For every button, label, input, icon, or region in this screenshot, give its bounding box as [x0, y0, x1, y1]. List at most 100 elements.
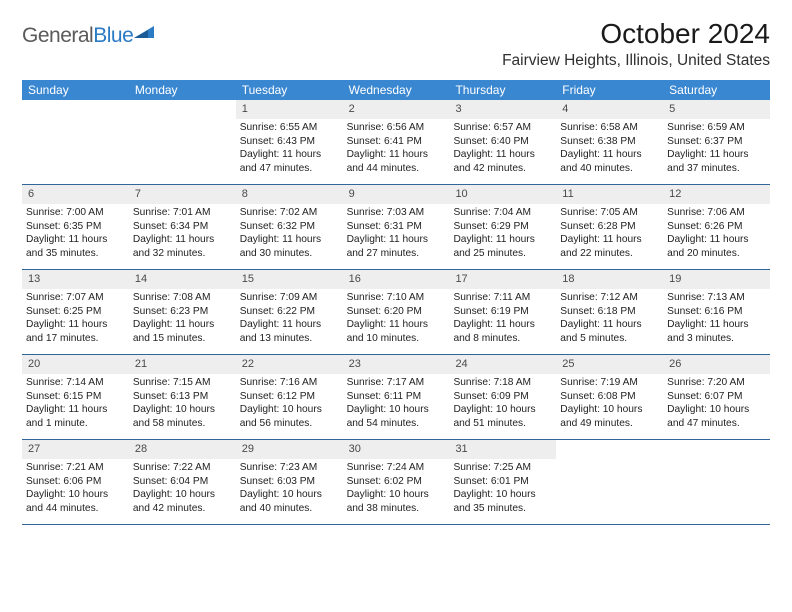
day-number: 2 [343, 100, 450, 119]
day-info-line: Sunrise: 7:13 AM [667, 291, 766, 305]
day-info-line: Daylight: 10 hours and 58 minutes. [133, 403, 232, 431]
day-info-line: Daylight: 10 hours and 38 minutes. [347, 488, 446, 516]
calendar-day: 21Sunrise: 7:15 AMSunset: 6:13 PMDayligh… [129, 355, 236, 439]
day-info-line: Sunset: 6:20 PM [347, 305, 446, 319]
dow-cell: Tuesday [236, 80, 343, 100]
day-body: Sunrise: 7:18 AMSunset: 6:09 PMDaylight:… [449, 374, 556, 435]
day-body: Sunrise: 7:24 AMSunset: 6:02 PMDaylight:… [343, 459, 450, 520]
calendar-day: 9Sunrise: 7:03 AMSunset: 6:31 PMDaylight… [343, 185, 450, 269]
day-info-line: Sunrise: 7:14 AM [26, 376, 125, 390]
dow-cell: Wednesday [343, 80, 450, 100]
triangle-icon [134, 24, 156, 45]
day-info-line: Sunrise: 6:56 AM [347, 121, 446, 135]
day-info-line: Daylight: 10 hours and 44 minutes. [26, 488, 125, 516]
day-info-line: Daylight: 11 hours and 30 minutes. [240, 233, 339, 261]
dow-cell: Thursday [449, 80, 556, 100]
calendar-day: 18Sunrise: 7:12 AMSunset: 6:18 PMDayligh… [556, 270, 663, 354]
day-info-line: Sunset: 6:34 PM [133, 220, 232, 234]
calendar-day: 26Sunrise: 7:20 AMSunset: 6:07 PMDayligh… [663, 355, 770, 439]
day-info-line: Sunset: 6:18 PM [560, 305, 659, 319]
day-info-line: Sunrise: 7:15 AM [133, 376, 232, 390]
day-info-line: Sunrise: 7:21 AM [26, 461, 125, 475]
day-body: Sunrise: 7:15 AMSunset: 6:13 PMDaylight:… [129, 374, 236, 435]
weeks-container: 1Sunrise: 6:55 AMSunset: 6:43 PMDaylight… [22, 100, 770, 525]
day-info-line: Daylight: 11 hours and 10 minutes. [347, 318, 446, 346]
calendar-day: 7Sunrise: 7:01 AMSunset: 6:34 PMDaylight… [129, 185, 236, 269]
day-info-line: Daylight: 11 hours and 22 minutes. [560, 233, 659, 261]
day-info-line: Daylight: 11 hours and 15 minutes. [133, 318, 232, 346]
calendar-day-empty [129, 100, 236, 184]
logo: GeneralBlue [22, 24, 156, 48]
calendar-day: 1Sunrise: 6:55 AMSunset: 6:43 PMDaylight… [236, 100, 343, 184]
day-info-line: Sunset: 6:22 PM [240, 305, 339, 319]
day-info-line: Daylight: 11 hours and 25 minutes. [453, 233, 552, 261]
day-number: 9 [343, 185, 450, 204]
day-number: 10 [449, 185, 556, 204]
day-info-line: Sunrise: 7:07 AM [26, 291, 125, 305]
calendar-week: 20Sunrise: 7:14 AMSunset: 6:15 PMDayligh… [22, 355, 770, 440]
day-info-line: Sunrise: 7:18 AM [453, 376, 552, 390]
day-info-line: Sunset: 6:15 PM [26, 390, 125, 404]
day-info-line: Sunset: 6:16 PM [667, 305, 766, 319]
day-info-line: Daylight: 10 hours and 40 minutes. [240, 488, 339, 516]
day-info-line: Sunrise: 7:08 AM [133, 291, 232, 305]
day-info-line: Daylight: 10 hours and 47 minutes. [667, 403, 766, 431]
day-info-line: Daylight: 10 hours and 42 minutes. [133, 488, 232, 516]
calendar-day: 24Sunrise: 7:18 AMSunset: 6:09 PMDayligh… [449, 355, 556, 439]
day-info-line: Sunrise: 7:23 AM [240, 461, 339, 475]
day-body: Sunrise: 7:21 AMSunset: 6:06 PMDaylight:… [22, 459, 129, 520]
day-number: 1 [236, 100, 343, 119]
day-info-line: Daylight: 11 hours and 13 minutes. [240, 318, 339, 346]
calendar-day: 16Sunrise: 7:10 AMSunset: 6:20 PMDayligh… [343, 270, 450, 354]
day-number: 29 [236, 440, 343, 459]
dow-cell: Sunday [22, 80, 129, 100]
day-number: 21 [129, 355, 236, 374]
dow-cell: Friday [556, 80, 663, 100]
day-info-line: Daylight: 11 hours and 47 minutes. [240, 148, 339, 176]
day-info-line: Sunset: 6:23 PM [133, 305, 232, 319]
day-info-line: Sunset: 6:29 PM [453, 220, 552, 234]
day-info-line: Sunrise: 7:19 AM [560, 376, 659, 390]
calendar-week: 1Sunrise: 6:55 AMSunset: 6:43 PMDaylight… [22, 100, 770, 185]
day-number: 28 [129, 440, 236, 459]
day-number: 15 [236, 270, 343, 289]
logo-text: GeneralBlue [22, 24, 133, 48]
day-body: Sunrise: 7:14 AMSunset: 6:15 PMDaylight:… [22, 374, 129, 435]
day-body: Sunrise: 7:10 AMSunset: 6:20 PMDaylight:… [343, 289, 450, 350]
day-info-line: Daylight: 11 hours and 40 minutes. [560, 148, 659, 176]
day-info-line: Daylight: 11 hours and 3 minutes. [667, 318, 766, 346]
day-info-line: Daylight: 11 hours and 37 minutes. [667, 148, 766, 176]
day-body: Sunrise: 7:04 AMSunset: 6:29 PMDaylight:… [449, 204, 556, 265]
day-number: 20 [22, 355, 129, 374]
day-number: 11 [556, 185, 663, 204]
day-info-line: Daylight: 10 hours and 54 minutes. [347, 403, 446, 431]
day-info-line: Daylight: 10 hours and 49 minutes. [560, 403, 659, 431]
day-info-line: Sunrise: 7:09 AM [240, 291, 339, 305]
day-info-line: Daylight: 11 hours and 17 minutes. [26, 318, 125, 346]
day-body: Sunrise: 7:09 AMSunset: 6:22 PMDaylight:… [236, 289, 343, 350]
day-info-line: Daylight: 11 hours and 1 minute. [26, 403, 125, 431]
day-number: 8 [236, 185, 343, 204]
calendar-day: 8Sunrise: 7:02 AMSunset: 6:32 PMDaylight… [236, 185, 343, 269]
calendar-day-empty [556, 440, 663, 524]
day-body: Sunrise: 7:17 AMSunset: 6:11 PMDaylight:… [343, 374, 450, 435]
day-number: 25 [556, 355, 663, 374]
day-info-line: Sunset: 6:38 PM [560, 135, 659, 149]
calendar-day: 10Sunrise: 7:04 AMSunset: 6:29 PMDayligh… [449, 185, 556, 269]
day-body: Sunrise: 6:57 AMSunset: 6:40 PMDaylight:… [449, 119, 556, 180]
day-info-line: Sunrise: 7:20 AM [667, 376, 766, 390]
day-number: 31 [449, 440, 556, 459]
day-info-line: Sunset: 6:37 PM [667, 135, 766, 149]
day-info-line: Sunset: 6:35 PM [26, 220, 125, 234]
calendar-day: 11Sunrise: 7:05 AMSunset: 6:28 PMDayligh… [556, 185, 663, 269]
day-body: Sunrise: 6:58 AMSunset: 6:38 PMDaylight:… [556, 119, 663, 180]
day-body: Sunrise: 7:20 AMSunset: 6:07 PMDaylight:… [663, 374, 770, 435]
day-info-line: Sunrise: 7:02 AM [240, 206, 339, 220]
day-info-line: Sunrise: 7:10 AM [347, 291, 446, 305]
day-body: Sunrise: 7:06 AMSunset: 6:26 PMDaylight:… [663, 204, 770, 265]
day-number: 18 [556, 270, 663, 289]
day-info-line: Sunset: 6:19 PM [453, 305, 552, 319]
day-number: 22 [236, 355, 343, 374]
day-info-line: Sunset: 6:43 PM [240, 135, 339, 149]
calendar-day: 25Sunrise: 7:19 AMSunset: 6:08 PMDayligh… [556, 355, 663, 439]
